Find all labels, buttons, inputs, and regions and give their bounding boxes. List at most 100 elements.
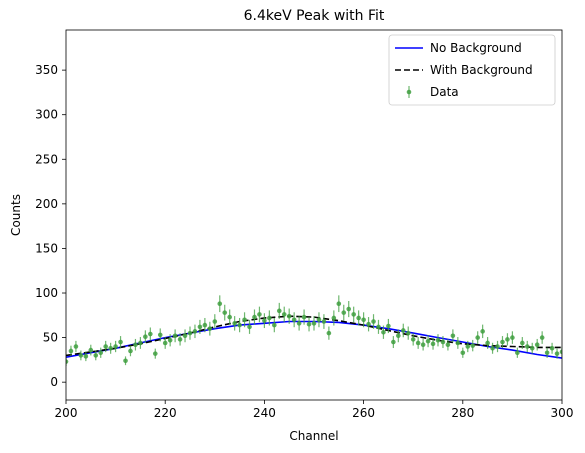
data-point bbox=[524, 344, 530, 349]
data-point bbox=[356, 315, 361, 321]
data-point bbox=[510, 335, 515, 340]
legend-marker-data bbox=[406, 89, 412, 95]
data-point bbox=[549, 345, 555, 351]
data-point bbox=[351, 312, 356, 317]
x-tick-label: 240 bbox=[253, 406, 276, 420]
data-point bbox=[505, 337, 510, 342]
data-point bbox=[430, 341, 436, 347]
data-point bbox=[212, 319, 218, 324]
x-tick-label: 220 bbox=[154, 406, 177, 420]
data-point bbox=[534, 342, 540, 348]
data-point bbox=[410, 337, 416, 342]
data-point bbox=[162, 340, 168, 346]
data-point bbox=[405, 330, 411, 336]
legend-box bbox=[388, 34, 556, 106]
data-point bbox=[133, 342, 138, 348]
data-point bbox=[242, 317, 247, 323]
data-point bbox=[470, 343, 476, 348]
data-point bbox=[341, 310, 347, 315]
data-point bbox=[455, 340, 461, 346]
data-point bbox=[559, 349, 562, 355]
data-point bbox=[78, 353, 84, 358]
data-point bbox=[381, 329, 386, 335]
data-point bbox=[386, 323, 391, 329]
data-point bbox=[152, 351, 158, 356]
data-point bbox=[272, 322, 277, 328]
legend-label-data: Data bbox=[430, 85, 459, 99]
data-point bbox=[222, 310, 228, 315]
data-point bbox=[495, 344, 500, 349]
data-point bbox=[123, 358, 128, 364]
data-point bbox=[445, 342, 451, 348]
data-point bbox=[88, 347, 94, 353]
data-point bbox=[247, 324, 252, 330]
data-point bbox=[167, 337, 173, 343]
data-point bbox=[376, 324, 381, 330]
data-point bbox=[361, 317, 366, 323]
y-tick-label: 50 bbox=[43, 331, 58, 345]
data-point bbox=[539, 335, 545, 340]
y-tick-label: 0 bbox=[50, 375, 58, 389]
data-point bbox=[192, 329, 198, 334]
data-point bbox=[311, 321, 317, 326]
data-point bbox=[336, 301, 342, 307]
legend-label-with-background: With Background bbox=[430, 63, 533, 77]
data-point bbox=[391, 339, 396, 345]
data-point bbox=[529, 345, 535, 351]
data-point bbox=[197, 324, 203, 330]
data-point bbox=[485, 340, 490, 346]
data-point bbox=[460, 350, 466, 356]
data-point bbox=[400, 328, 406, 333]
data-point bbox=[554, 351, 560, 356]
series-line-with-background bbox=[66, 315, 562, 357]
y-tick-label: 250 bbox=[35, 152, 58, 166]
data-point bbox=[103, 344, 108, 349]
data-point bbox=[281, 312, 287, 317]
data-point bbox=[291, 317, 297, 323]
data-point bbox=[480, 329, 485, 334]
x-tick-label: 280 bbox=[451, 406, 474, 420]
data-point bbox=[296, 321, 302, 326]
data-point bbox=[276, 308, 282, 314]
data-point bbox=[396, 333, 401, 339]
data-point bbox=[157, 332, 163, 338]
data-point bbox=[207, 326, 213, 331]
data-point bbox=[148, 331, 153, 337]
data-point bbox=[544, 350, 550, 356]
data-point bbox=[301, 314, 307, 320]
data-point bbox=[331, 315, 337, 321]
data-point bbox=[232, 321, 237, 326]
y-axis-label: Counts bbox=[9, 194, 23, 236]
data-point bbox=[172, 333, 178, 339]
data-point bbox=[420, 342, 426, 348]
data-point bbox=[425, 338, 431, 344]
y-tick-label: 200 bbox=[35, 197, 58, 211]
data-point bbox=[93, 353, 99, 358]
data-point bbox=[182, 333, 188, 339]
data-point bbox=[237, 322, 242, 328]
data-point bbox=[475, 335, 480, 340]
y-tick-label: 150 bbox=[35, 241, 58, 255]
data-point bbox=[465, 344, 471, 349]
data-point bbox=[371, 319, 376, 324]
legend-label-no-background: No Background bbox=[430, 41, 522, 55]
data-point bbox=[118, 339, 123, 345]
data-point bbox=[306, 321, 312, 327]
data-point bbox=[138, 340, 143, 346]
x-axis-label: Channel bbox=[289, 429, 338, 443]
data-point bbox=[66, 359, 69, 364]
data-point bbox=[187, 330, 193, 336]
x-tick-label: 300 bbox=[551, 406, 574, 420]
data-point bbox=[500, 339, 505, 345]
data-point bbox=[435, 337, 441, 343]
data-point bbox=[128, 348, 133, 354]
y-tick-label: 100 bbox=[35, 286, 58, 300]
data-point bbox=[217, 301, 223, 307]
legend: No Background With Background Data bbox=[388, 34, 556, 106]
data-point bbox=[98, 350, 104, 356]
data-point bbox=[267, 315, 272, 321]
data-point bbox=[450, 333, 456, 339]
data-point bbox=[366, 321, 371, 327]
plot-frame bbox=[65, 29, 563, 401]
